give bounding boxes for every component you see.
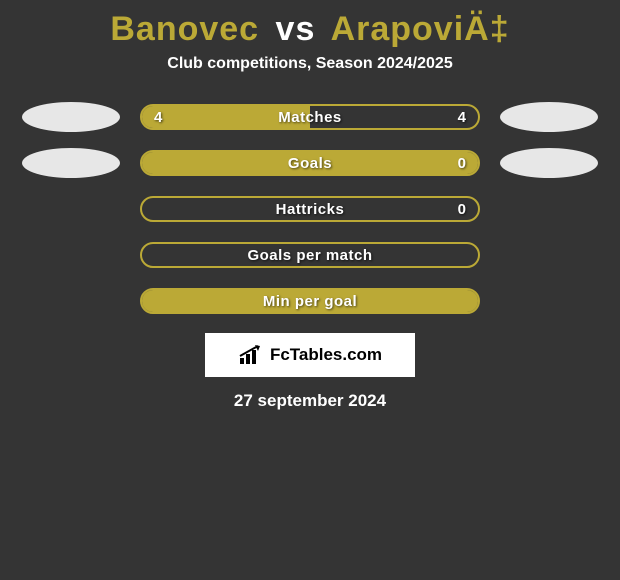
stats-list: 4Matches4Goals0Hattricks0Goals per match…: [0, 103, 620, 315]
player2-name: ArapoviÄ‡: [331, 10, 510, 48]
stat-label: Matches: [142, 109, 478, 126]
bar-chart-icon: [238, 344, 264, 366]
stat-label: Hattricks: [142, 201, 478, 218]
stat-row: Min per goal: [0, 287, 620, 315]
stat-row: Hattricks0: [0, 195, 620, 223]
club-logo-left: [22, 102, 120, 132]
comparison-card: Banovec vs ArapoviÄ‡ Club competitions, …: [0, 0, 620, 411]
stat-label: Goals per match: [142, 247, 478, 264]
stat-row: 4Matches4: [0, 103, 620, 131]
player1-name: Banovec: [110, 10, 259, 48]
stat-bar: Min per goal: [140, 288, 480, 314]
stat-bar: Goals0: [140, 150, 480, 176]
stat-label: Min per goal: [142, 293, 478, 310]
brand-badge[interactable]: FcTables.com: [205, 333, 415, 377]
subtitle: Club competitions, Season 2024/2025: [0, 55, 620, 73]
stat-bar: Goals per match: [140, 242, 480, 268]
brand-inner: FcTables.com: [238, 344, 382, 366]
club-logo-left: [22, 148, 120, 178]
club-logo-right: [500, 102, 598, 132]
stat-row: Goals0: [0, 149, 620, 177]
vs-label: vs: [276, 10, 316, 48]
stat-value-right: 0: [458, 155, 466, 172]
brand-text: FcTables.com: [270, 345, 382, 365]
date-label: 27 september 2024: [0, 391, 620, 411]
stat-value-right: 0: [458, 201, 466, 218]
stat-row: Goals per match: [0, 241, 620, 269]
page-title: Banovec vs ArapoviÄ‡: [0, 0, 620, 55]
stat-label: Goals: [142, 155, 478, 172]
stat-bar: 4Matches4: [140, 104, 480, 130]
stat-bar: Hattricks0: [140, 196, 480, 222]
club-logo-right: [500, 148, 598, 178]
stat-value-right: 4: [458, 109, 466, 126]
